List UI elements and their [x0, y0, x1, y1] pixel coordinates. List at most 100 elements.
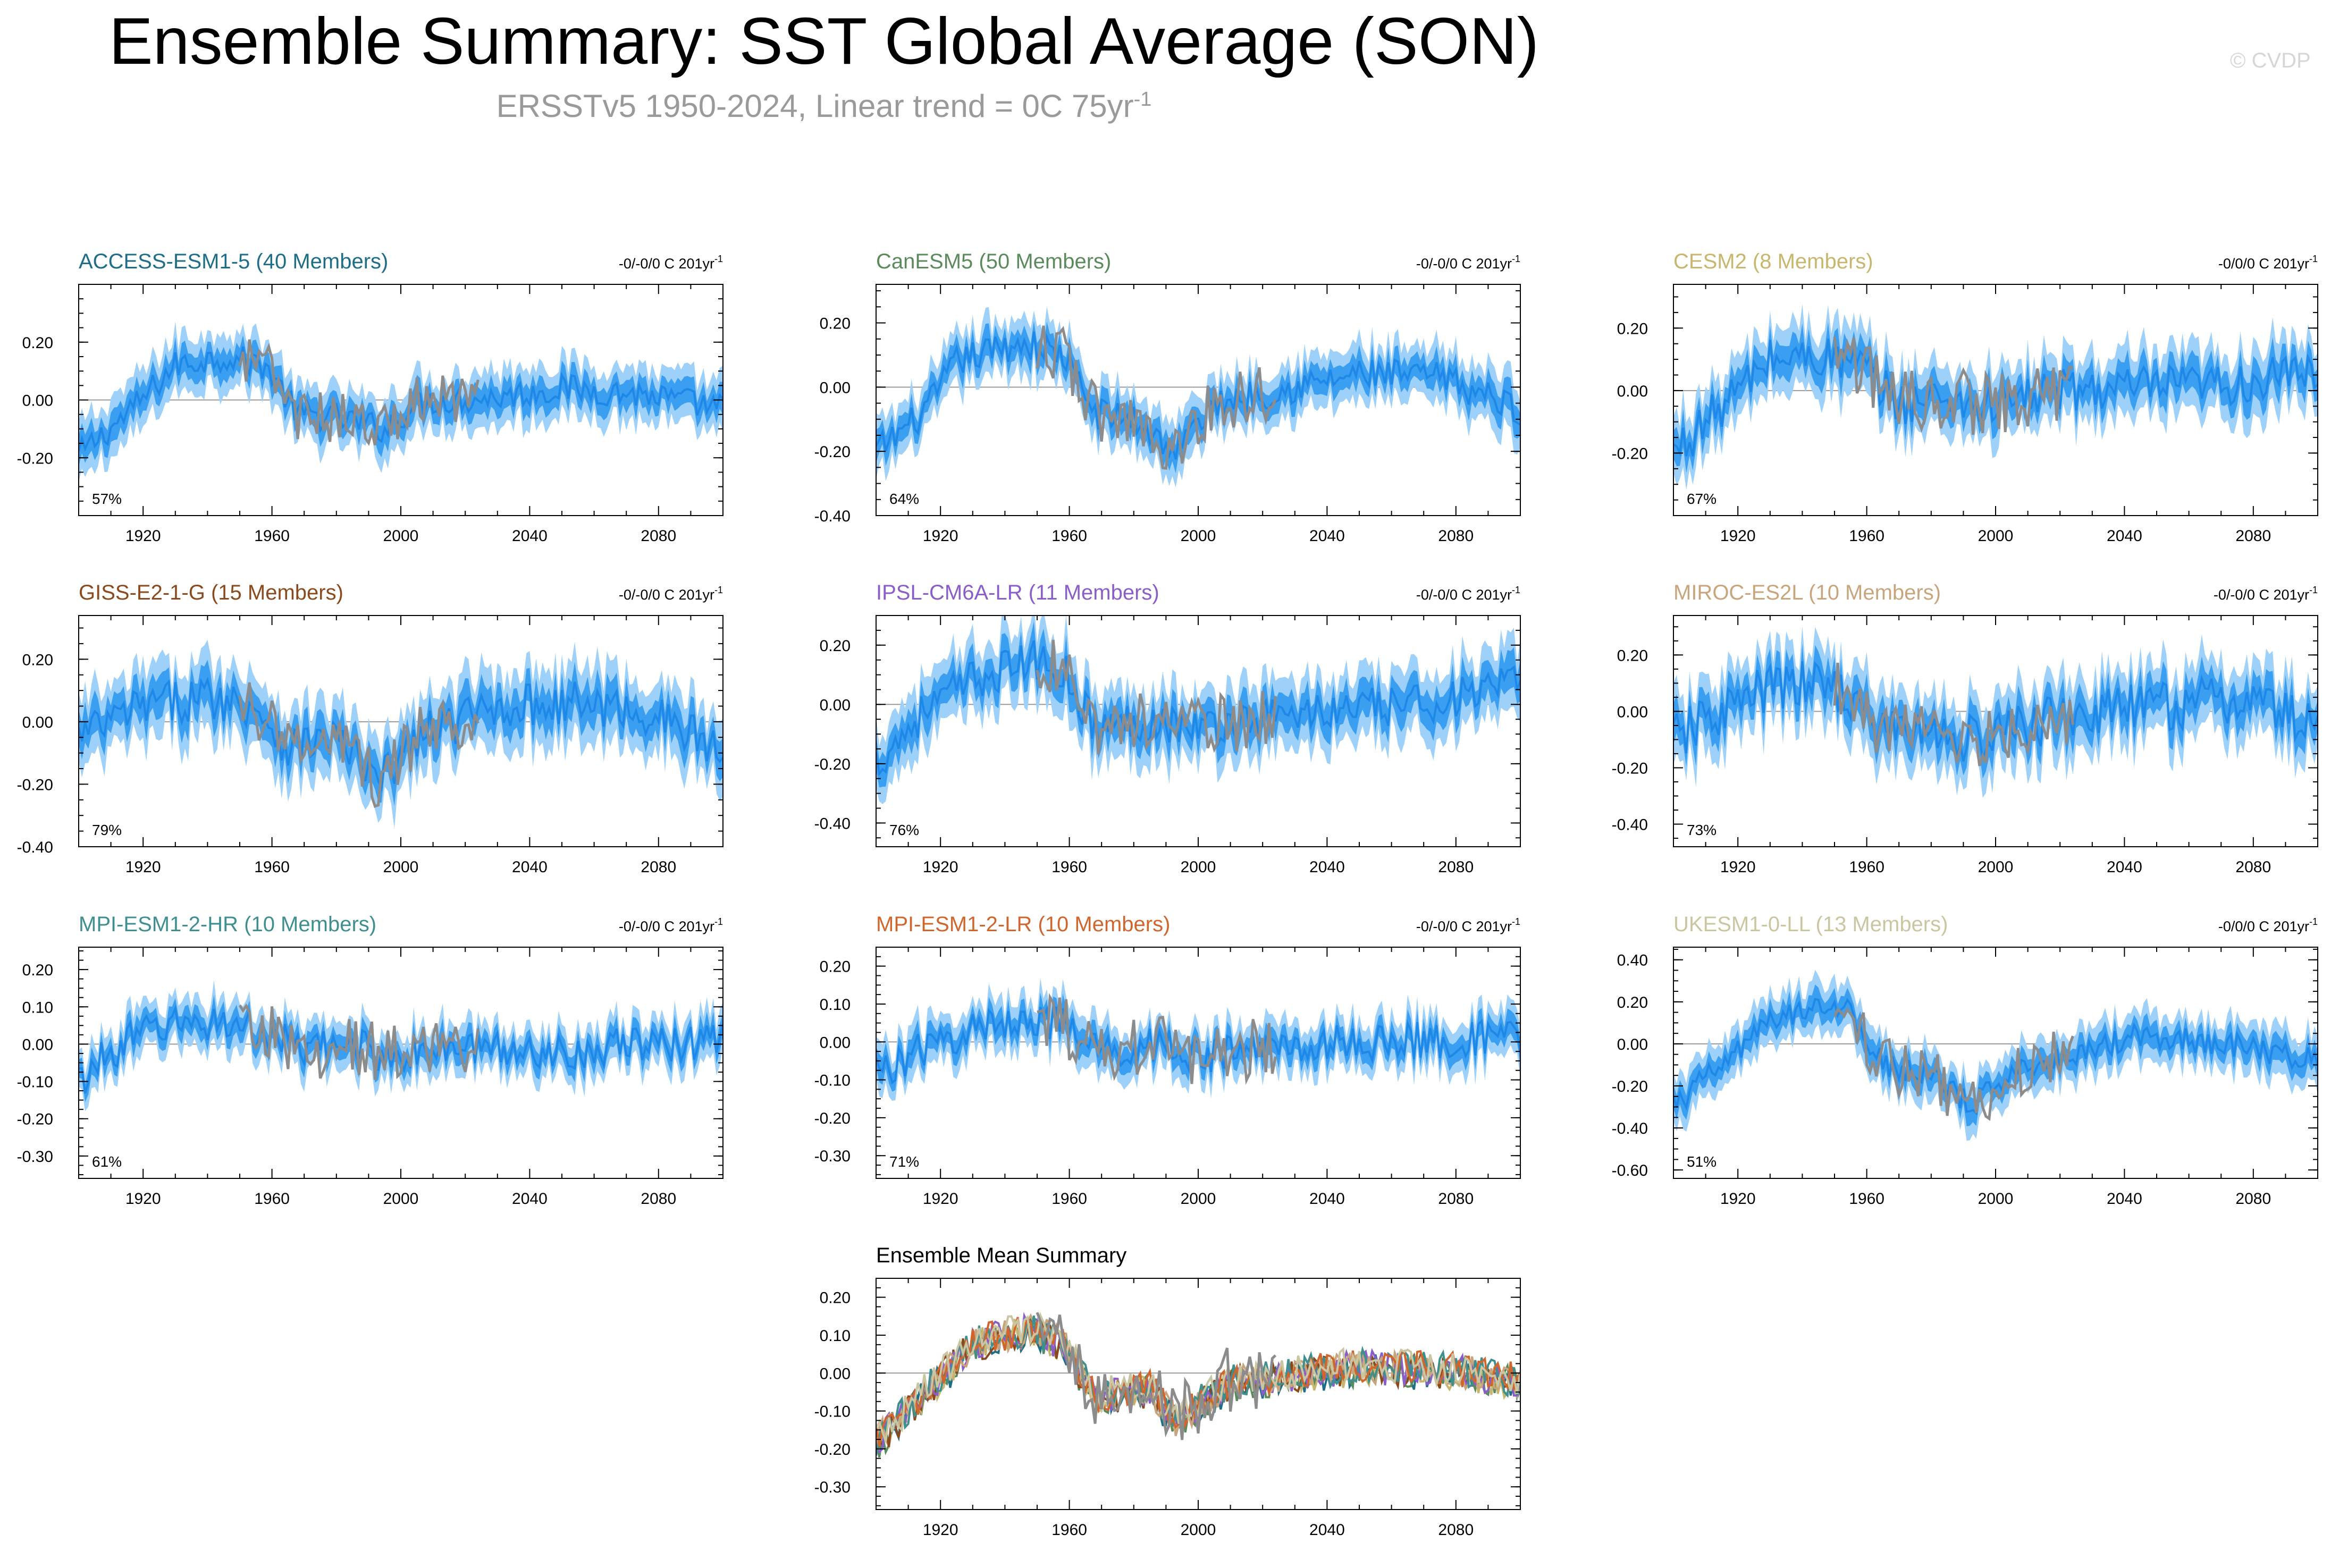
- y-tick-label: -0.30: [17, 1148, 53, 1166]
- ensemble-mean-line: [876, 331, 1520, 460]
- x-tick-label: 2040: [2107, 858, 2142, 876]
- y-tick-label: -0.20: [1612, 760, 1648, 777]
- ensemble-mean-line: [79, 676, 723, 793]
- ensemble-spread-inner: [79, 994, 723, 1102]
- trend-superscript: -1: [714, 916, 723, 927]
- x-tick-label: 2040: [512, 858, 548, 876]
- plot-area: [79, 321, 723, 482]
- y-tick-label: -0.60: [1612, 1162, 1648, 1179]
- x-tick-label: 1920: [1720, 527, 1756, 545]
- x-tick-label: 2080: [641, 1190, 676, 1208]
- y-tick-label: 0.10: [22, 999, 53, 1016]
- x-tick-label: 2000: [1181, 1190, 1216, 1208]
- y-tick-label: 0.40: [1617, 952, 1648, 970]
- panel-title: UKESM1-0-LL (13 Members): [1673, 913, 1948, 936]
- observed-line: [238, 682, 479, 808]
- x-tick-label: 2040: [2107, 1190, 2142, 1208]
- panel-title: Ensemble Mean Summary: [876, 1244, 1126, 1267]
- x-tick-label: 1960: [1051, 858, 1087, 876]
- plot-area: [876, 977, 1520, 1101]
- plot-area: [1673, 970, 2318, 1141]
- trend-superscript: -1: [1512, 916, 1520, 927]
- panel-title: CESM2 (8 Members): [1673, 250, 1873, 273]
- x-tick-label: 1920: [125, 527, 161, 545]
- x-tick-label: 2000: [1978, 527, 2014, 545]
- panel-9: UKESM1-0-LL (13 Members) -0/0/0 C 201yr-1…: [1612, 913, 2318, 1208]
- panel-title: ACCESS-ESM1-5 (40 Members): [79, 250, 388, 273]
- y-tick-label: 0.20: [1617, 647, 1648, 664]
- x-tick-label: 2040: [512, 527, 548, 545]
- ensemble-spread-inner: [876, 621, 1520, 788]
- panel-7: MPI-ESM1-2-HR (10 Members) -0/-0/0 C 201y…: [17, 913, 723, 1208]
- x-tick-label: 2040: [1309, 1521, 1345, 1539]
- x-tick-label: 1960: [254, 527, 290, 545]
- plot-area: [1673, 304, 2318, 490]
- trend-superscript: -1: [714, 585, 723, 595]
- panel-title: CanESM5 (50 Members): [876, 250, 1111, 273]
- y-tick-label: 0.20: [22, 651, 53, 669]
- y-tick-label: 0.00: [22, 1036, 53, 1053]
- y-tick-label: 0.20: [820, 637, 851, 655]
- trend-superscript: -1: [1512, 585, 1520, 595]
- page-title: Ensemble Summary: SST Global Average (SO…: [108, 5, 1539, 78]
- y-tick-label: 0.00: [1617, 1036, 1648, 1053]
- credit-label: © CVDP: [2230, 49, 2311, 72]
- trend-superscript: -1: [2309, 254, 2318, 264]
- x-tick-label: 1920: [923, 1521, 958, 1539]
- y-tick-label: -0.20: [1612, 445, 1648, 462]
- ensemble-mean-line: [79, 346, 723, 452]
- trend-superscript: -1: [714, 254, 723, 264]
- panel-1: ACCESS-ESM1-5 (40 Members) -0/-0/0 C 201y…: [17, 250, 723, 545]
- panel-title: GISS-E2-1-G (15 Members): [79, 581, 343, 604]
- trend-label: -0/-0/0 C 201yr-1: [1416, 916, 1520, 934]
- y-tick-label: -0.40: [17, 839, 53, 856]
- trend-label: -0/-0/0 C 201yr-1: [2214, 585, 2318, 603]
- ensemble-mean-line: [79, 1005, 723, 1094]
- percent-label: 79%: [92, 822, 122, 838]
- x-tick-label: 1960: [254, 858, 290, 876]
- y-tick-label: -0.20: [1612, 1078, 1648, 1095]
- x-tick-label: 2000: [383, 858, 419, 876]
- y-tick-label: 0.20: [22, 334, 53, 352]
- observed-line: [1037, 993, 1277, 1085]
- y-tick-label: 0.10: [820, 996, 851, 1014]
- y-tick-label: -0.40: [814, 508, 851, 525]
- x-tick-label: 1920: [1720, 1190, 1756, 1208]
- x-tick-label: 1960: [1051, 527, 1087, 545]
- y-tick-label: -0.30: [814, 1479, 851, 1496]
- observed-line: [1833, 662, 2074, 766]
- x-tick-label: 2040: [2107, 527, 2142, 545]
- panel-6: MIROC-ES2L (10 Members) -0/-0/0 C 201yr-1…: [1612, 581, 2318, 876]
- ensemble-spread-outer: [79, 980, 723, 1111]
- percent-label: 57%: [92, 491, 122, 507]
- series-ukesm1-0-ll-line: [876, 1311, 1520, 1442]
- x-tick-label: 2080: [2235, 858, 2271, 876]
- y-tick-label: -0.20: [814, 1441, 851, 1459]
- x-tick-label: 2000: [383, 1190, 419, 1208]
- observed-line: [1036, 639, 1277, 755]
- y-tick-label: 0.10: [820, 1327, 851, 1345]
- y-tick-label: 0.20: [22, 962, 53, 979]
- ensemble-spread-inner: [79, 335, 723, 467]
- page-subtitle: ERSSTv5 1950-2024, Linear trend = 0C 75y…: [0, 88, 1648, 124]
- x-tick-label: 1960: [1849, 858, 1884, 876]
- x-tick-label: 1920: [1720, 858, 1756, 876]
- x-tick-label: 2080: [1438, 1190, 1474, 1208]
- y-tick-label: 0.20: [820, 315, 851, 333]
- y-tick-label: -0.40: [814, 815, 851, 832]
- y-tick-label: 0.20: [1617, 994, 1648, 1011]
- plot-area: [1673, 626, 2318, 798]
- panel-4: GISS-E2-1-G (15 Members) -0/-0/0 C 201yr-…: [17, 581, 723, 876]
- panel-title: MIROC-ES2L (10 Members): [1673, 581, 1941, 604]
- y-tick-label: 0.00: [820, 379, 851, 397]
- ensemble-mean-line: [1673, 661, 2318, 762]
- panel-10: Ensemble Mean Summary 1920 1960 2000 2040 208…: [814, 1244, 1521, 1539]
- trend-label: -0/0/0 C 201yr-1: [2218, 254, 2318, 272]
- x-tick-label: 2000: [1978, 858, 2014, 876]
- y-tick-label: -0.20: [17, 1111, 53, 1128]
- series-ersstv5-line: [1036, 1312, 1277, 1440]
- trend-label: -0/-0/0 C 201yr-1: [619, 585, 723, 603]
- y-tick-label: -0.10: [814, 1072, 851, 1090]
- x-tick-label: 2080: [1438, 527, 1474, 545]
